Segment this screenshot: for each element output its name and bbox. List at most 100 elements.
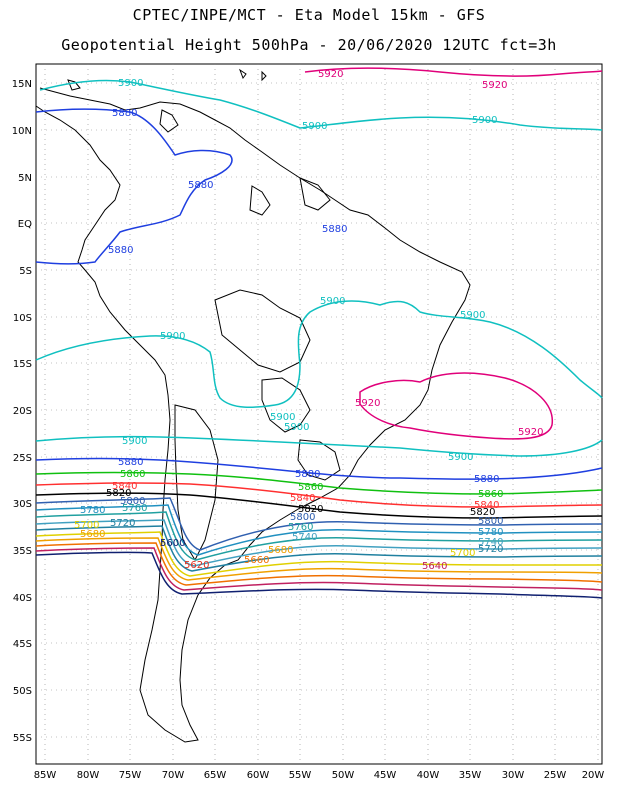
lat-label-35s: 35S	[13, 546, 32, 557]
contour-5740	[35, 519, 603, 567]
contour-5760	[35, 511, 603, 561]
contour-label-5700: 5700	[74, 520, 99, 531]
lon-label-75w: 75W	[119, 770, 142, 781]
contour-label-5860: 5860	[120, 469, 145, 480]
contour-label-5920: 5920	[318, 69, 343, 80]
contour-label-5760: 5760	[122, 503, 147, 514]
lat-label-15n: 15N	[12, 79, 32, 90]
contour-5600	[35, 551, 603, 599]
lon-label-55w: 55W	[289, 770, 312, 781]
contour-label-5900: 5900	[270, 412, 295, 423]
lat-label-5n: 5N	[18, 173, 32, 184]
contour-5800	[35, 497, 603, 551]
contour-label-5860: 5860	[298, 482, 323, 493]
contour-5720	[35, 525, 603, 572]
contour-label-5880: 5880	[474, 474, 499, 485]
lon-label-40w: 40W	[417, 770, 440, 781]
lat-label-30s: 30S	[13, 499, 32, 510]
contour-5900	[35, 79, 603, 457]
contour-label-5900: 5900	[118, 78, 143, 89]
lat-label-40s: 40S	[13, 593, 32, 604]
contour-5820	[35, 492, 603, 519]
lat-label-10s: 10S	[13, 313, 32, 324]
contour-label-5820: 5820	[470, 507, 495, 518]
lat-label-25s: 25S	[13, 453, 32, 464]
lat-lon-grid	[36, 64, 602, 764]
lon-label-65w: 65W	[204, 770, 227, 781]
contour-label-5880: 5880	[112, 108, 137, 119]
contour-label-5880: 5880	[108, 245, 133, 256]
contour-5700	[35, 531, 602, 577]
contour-label-5860: 5860	[478, 489, 503, 500]
contour-label-5640: 5640	[422, 561, 447, 572]
contour-label-5900: 5900	[284, 422, 309, 433]
contour-label-5880: 5880	[295, 469, 320, 480]
contour-label-5660: 5660	[244, 555, 269, 566]
lon-label-60w: 60W	[247, 770, 270, 781]
contour-label-5720: 5720	[110, 518, 135, 529]
contour-label-5820: 5820	[298, 504, 323, 515]
lon-label-45w: 45W	[374, 770, 397, 781]
contour-label-5740: 5740	[478, 537, 503, 548]
contour-label-5780: 5780	[80, 505, 105, 516]
lat-label-45s: 45S	[13, 639, 32, 650]
contour-label-5880: 5880	[188, 180, 213, 191]
map-frame	[35, 63, 603, 765]
lon-label-25w: 25W	[544, 770, 567, 781]
lat-label-eq: EQ	[18, 219, 32, 230]
lat-label-15s: 15S	[13, 359, 32, 370]
map-subtitle: Geopotential Height 500hPa - 20/06/2020 …	[61, 36, 557, 54]
contour-label-5900: 5900	[472, 115, 497, 126]
lat-label-50s: 50S	[13, 686, 32, 697]
contour-5860	[35, 471, 603, 495]
contour-label-5700: 5700	[450, 548, 475, 559]
contour-label-5680: 5680	[268, 545, 293, 556]
contour-label-5720: 5720	[478, 544, 503, 555]
map-title: CPTEC/INPE/MCT - Eta Model 15km - GFS	[132, 6, 486, 24]
contour-label-5900: 5900	[448, 452, 473, 463]
contour-5840	[35, 482, 603, 508]
lon-label-20w: 20W	[582, 770, 605, 781]
lon-label-50w: 50W	[332, 770, 355, 781]
contour-label-5780: 5780	[478, 527, 503, 538]
contour-stack	[35, 497, 603, 599]
contour-label-5880: 5880	[118, 457, 143, 468]
contour-label-5900: 5900	[302, 121, 327, 132]
lat-label-10n: 10N	[12, 126, 32, 137]
contour-label-5900: 5900	[160, 331, 185, 342]
contour-label-5900: 5900	[122, 436, 147, 447]
lat-label-55s: 55S	[13, 733, 32, 744]
lon-label-30w: 30W	[502, 770, 525, 781]
lon-label-80w: 80W	[77, 770, 100, 781]
contour-label-5800: 5800	[478, 516, 503, 527]
contour-label-5620: 5620	[184, 560, 209, 571]
contour-label-5920: 5920	[518, 427, 543, 438]
contour-label-5760: 5760	[288, 522, 313, 533]
coastline	[35, 68, 471, 743]
contour-label-5840: 5840	[474, 500, 499, 511]
contour-label-5900: 5900	[460, 310, 485, 321]
contour-label-5800: 5800	[290, 512, 315, 523]
contour-5640	[35, 547, 603, 591]
contour-5880	[35, 108, 603, 480]
lat-label-20s: 20S	[13, 406, 32, 417]
contour-label-5900: 5900	[320, 296, 345, 307]
contour-5660	[35, 542, 603, 586]
contour-label-5820: 5820	[106, 488, 131, 499]
contour-5680	[35, 537, 603, 581]
contour-5780	[35, 504, 603, 556]
lon-label-35w: 35W	[459, 770, 482, 781]
contour-label-5920: 5920	[482, 80, 507, 91]
contour-label-5740: 5740	[292, 532, 317, 543]
lon-label-85w: 85W	[34, 770, 57, 781]
contour-label-5600: 5600	[160, 538, 185, 549]
lon-label-70w: 70W	[162, 770, 185, 781]
contour-label-5920: 5920	[355, 398, 380, 409]
contour-label-5840: 5840	[290, 493, 315, 504]
contour-label-5680: 5680	[80, 529, 105, 540]
contour-5920	[304, 67, 603, 440]
contour-label-5800: 5800	[120, 496, 145, 507]
contour-label-5840: 5840	[112, 481, 137, 492]
contour-label-5880: 5880	[322, 224, 347, 235]
